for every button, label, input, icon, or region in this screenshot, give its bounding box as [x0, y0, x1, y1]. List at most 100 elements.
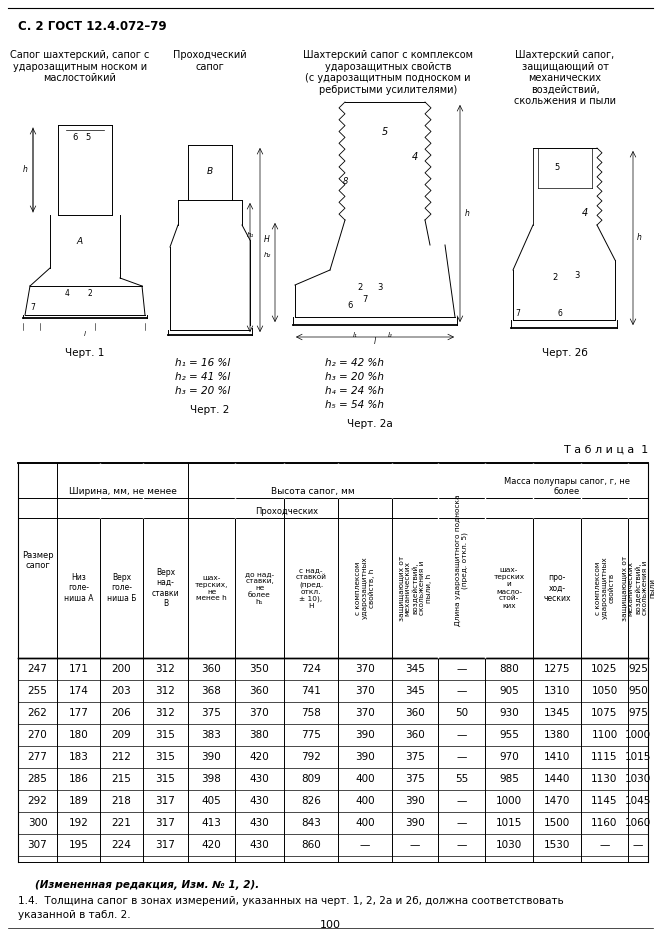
Text: 6: 6	[347, 300, 353, 310]
Text: 430: 430	[250, 840, 270, 850]
Text: Шахтерский сапог,
защищающий от
механических
воздействий,
скольжения и пыли: Шахтерский сапог, защищающий от механиче…	[514, 50, 616, 107]
Text: H: H	[264, 236, 270, 244]
Text: 375: 375	[405, 752, 425, 762]
Text: 177: 177	[69, 708, 89, 718]
Text: 350: 350	[250, 664, 270, 674]
Text: 1530: 1530	[544, 840, 570, 850]
Text: 100: 100	[319, 920, 340, 930]
Text: h: h	[465, 209, 470, 217]
Text: 390: 390	[355, 730, 375, 740]
Text: 186: 186	[69, 774, 89, 784]
Text: 1000: 1000	[625, 730, 651, 740]
Text: 1440: 1440	[544, 774, 570, 784]
Text: 317: 317	[155, 796, 175, 806]
Text: до над-
ставки,
не
более
h₁: до над- ставки, не более h₁	[245, 571, 274, 605]
Text: с над-
ставкой
(пред.
откл.
± 10),
Н: с над- ставкой (пред. откл. ± 10), Н	[295, 567, 327, 609]
Text: 307: 307	[28, 840, 48, 850]
Text: 955: 955	[499, 730, 519, 740]
Text: 1345: 1345	[544, 708, 570, 718]
Text: 905: 905	[499, 686, 519, 696]
Text: 390: 390	[405, 818, 425, 828]
Text: 400: 400	[355, 796, 375, 806]
Text: Черт. 2: Черт. 2	[190, 405, 229, 415]
Text: 1050: 1050	[592, 686, 617, 696]
Text: 1500: 1500	[544, 818, 570, 828]
Text: 270: 270	[28, 730, 48, 740]
Text: 312: 312	[155, 664, 175, 674]
Text: —: —	[360, 840, 370, 850]
Text: —: —	[456, 840, 467, 850]
Text: 758: 758	[301, 708, 321, 718]
Text: 8: 8	[342, 178, 348, 186]
Text: Длина ударозащитного подноска
(пред. откл. 5): Длина ударозащитного подноска (пред. отк…	[455, 495, 468, 626]
Text: 390: 390	[355, 752, 375, 762]
Text: 413: 413	[202, 818, 221, 828]
Text: 5: 5	[85, 133, 91, 141]
Text: с комплексом
ударозащитных
свойств, h: с комплексом ударозащитных свойств, h	[355, 557, 375, 620]
Text: 1015: 1015	[496, 818, 522, 828]
Text: 390: 390	[202, 752, 221, 762]
Text: l₁: l₁	[352, 332, 358, 338]
Text: 370: 370	[250, 708, 270, 718]
Text: 724: 724	[301, 664, 321, 674]
Text: 215: 215	[112, 774, 132, 784]
Text: 826: 826	[301, 796, 321, 806]
Text: 420: 420	[202, 840, 221, 850]
Text: 1075: 1075	[592, 708, 617, 718]
Text: 775: 775	[301, 730, 321, 740]
Text: 360: 360	[405, 730, 425, 740]
Text: 6: 6	[558, 309, 563, 317]
Text: (Измененная редакция, Изм. № 1, 2).: (Измененная редакция, Изм. № 1, 2).	[35, 880, 259, 890]
Text: h₂: h₂	[264, 252, 271, 258]
Text: Высота сапог, мм: Высота сапог, мм	[271, 487, 355, 496]
Text: Низ
голе-
ниша А: Низ голе- ниша А	[63, 573, 93, 603]
Text: 380: 380	[250, 730, 270, 740]
Text: —: —	[600, 840, 609, 850]
Text: С. 2 ГОСТ 12.4.072–79: С. 2 ГОСТ 12.4.072–79	[18, 20, 167, 33]
Text: 6: 6	[72, 133, 78, 141]
Text: 180: 180	[69, 730, 89, 740]
Text: шах-
терских,
не
менее h: шах- терских, не менее h	[195, 575, 228, 602]
Text: —: —	[410, 840, 420, 850]
Text: 1115: 1115	[591, 752, 618, 762]
Text: Шахтерский сапог с комплексом
ударозащитных свойств
(с ударозащитным подноском и: Шахтерский сапог с комплексом ударозащит…	[303, 50, 473, 95]
Text: 2: 2	[358, 284, 363, 292]
Text: 2: 2	[88, 289, 93, 299]
Text: 430: 430	[250, 774, 270, 784]
Text: 430: 430	[250, 796, 270, 806]
Text: 174: 174	[69, 686, 89, 696]
Text: Черт. 2б: Черт. 2б	[542, 348, 588, 358]
Text: 400: 400	[355, 774, 375, 784]
Text: 317: 317	[155, 818, 175, 828]
Text: 312: 312	[155, 686, 175, 696]
Text: 7: 7	[516, 309, 520, 317]
Text: 4: 4	[65, 289, 69, 299]
Text: 195: 195	[69, 840, 89, 850]
Text: 430: 430	[250, 818, 270, 828]
Text: 317: 317	[155, 840, 175, 850]
Text: 370: 370	[355, 686, 375, 696]
Text: 970: 970	[499, 752, 519, 762]
Text: защищающих от
механических
воздействий,
скольжения и
пыли, h: защищающих от механических воздействий, …	[398, 555, 432, 621]
Text: Верх
над-
ставки
В: Верх над- ставки В	[151, 568, 179, 608]
Text: 203: 203	[112, 686, 132, 696]
Text: 192: 192	[69, 818, 89, 828]
Text: Размер
сапог: Размер сапог	[22, 550, 54, 570]
Text: Т а б л и ц а  1: Т а б л и ц а 1	[564, 445, 648, 455]
Text: 950: 950	[628, 686, 648, 696]
Text: 224: 224	[112, 840, 132, 850]
Text: h₂ = 42 %h: h₂ = 42 %h	[325, 358, 384, 368]
Bar	[627, 463, 629, 518]
Text: 370: 370	[355, 664, 375, 674]
Text: h₁ = 16 %l: h₁ = 16 %l	[175, 358, 230, 368]
Text: Сапог шахтерский, сапог с
ударозащитным носком и
маслостойкий: Сапог шахтерский, сапог с ударозащитным …	[11, 50, 149, 83]
Text: —: —	[456, 818, 467, 828]
Text: А: А	[77, 237, 83, 245]
Text: 1030: 1030	[496, 840, 522, 850]
Text: 2: 2	[553, 273, 558, 283]
Text: 1380: 1380	[544, 730, 570, 740]
Text: 262: 262	[28, 708, 48, 718]
Text: h₂ = 41 %l: h₂ = 41 %l	[175, 372, 230, 382]
Text: 1000: 1000	[496, 796, 522, 806]
Text: 1015: 1015	[625, 752, 651, 762]
